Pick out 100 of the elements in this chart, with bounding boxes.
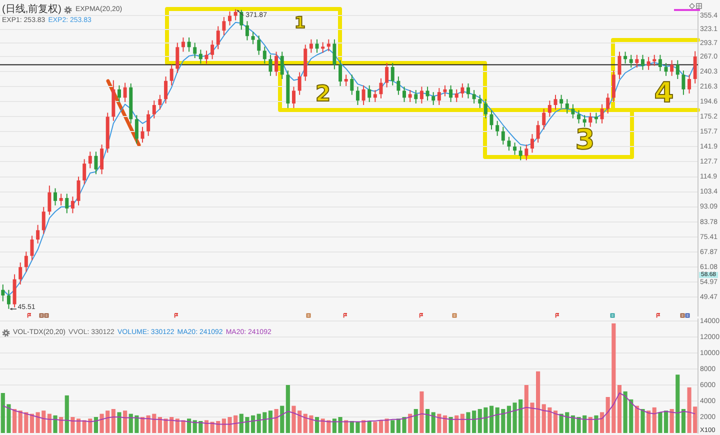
bar (117, 412, 122, 433)
annotation: 4 (654, 76, 674, 109)
candlestick (664, 62, 668, 76)
candlestick (577, 110, 581, 124)
candlestick (59, 193, 63, 206)
bar (676, 374, 680, 433)
annotation: 2 (315, 82, 331, 107)
candlestick (170, 64, 174, 86)
candlestick (88, 151, 92, 169)
candlestick (338, 60, 342, 87)
candlestick (100, 144, 104, 175)
bar (367, 421, 372, 433)
candlestick (466, 82, 470, 99)
bar (588, 417, 592, 433)
candlestick (536, 120, 540, 144)
bar (600, 412, 604, 433)
bar (362, 420, 366, 433)
candlestick (635, 54, 639, 68)
candlestick (326, 38, 330, 52)
bar (76, 418, 81, 433)
candlestick (228, 10, 232, 26)
candlestick (123, 82, 127, 103)
bar (140, 417, 145, 433)
bar (64, 395, 69, 433)
candlestick (146, 110, 150, 136)
candlestick (42, 206, 46, 234)
candlestick (693, 50, 697, 84)
candlestick (274, 51, 278, 76)
candlestick (309, 38, 313, 54)
annotation: 1 (294, 13, 306, 32)
candlestick (432, 92, 436, 106)
candlestick (251, 31, 255, 45)
bar (53, 415, 58, 433)
candlestick (70, 196, 74, 214)
candlestick (65, 193, 69, 214)
candlestick (373, 90, 377, 103)
candlestick (524, 144, 528, 161)
candlestick (588, 112, 592, 128)
annotation: 3 (575, 123, 595, 156)
bar (640, 409, 645, 433)
candlestick (560, 94, 564, 109)
candlestick (193, 42, 197, 59)
candlestick (565, 98, 569, 114)
candlestick (117, 84, 121, 103)
candlestick (530, 134, 534, 154)
candlestick (420, 86, 424, 104)
candlestick (629, 54, 633, 68)
candlestick (513, 142, 517, 156)
candlestick (472, 90, 476, 104)
candlestick (606, 92, 610, 114)
candlestick (385, 62, 389, 88)
candlestick (548, 100, 552, 118)
candlestick (414, 90, 418, 104)
bar (390, 420, 395, 433)
candlestick (676, 60, 680, 80)
candlestick (478, 94, 482, 109)
chart-title: (日线,前复权) (2, 4, 62, 15)
bar (94, 417, 98, 433)
candlestick (454, 88, 458, 103)
candlestick (624, 51, 628, 64)
candlestick (36, 224, 40, 244)
bar (652, 407, 656, 433)
bar (70, 417, 75, 433)
candlestick (82, 158, 86, 185)
bar (187, 418, 192, 433)
bar (634, 406, 639, 433)
candlestick (164, 76, 168, 104)
bar (384, 418, 389, 433)
bar (123, 410, 128, 433)
candlestick (396, 76, 400, 96)
bar (489, 406, 494, 433)
candlestick (507, 136, 511, 152)
bar (280, 406, 284, 433)
bar (425, 409, 430, 433)
candlestick (402, 86, 406, 103)
candlestick (618, 51, 622, 80)
bar (204, 420, 209, 433)
bar (431, 412, 436, 433)
candlestick (518, 146, 522, 161)
candlestick (356, 86, 360, 106)
candlestick (408, 90, 412, 103)
candlestick (140, 126, 144, 144)
bar (617, 385, 622, 433)
bar (594, 415, 598, 433)
candlestick (640, 54, 644, 70)
candlestick (48, 185, 52, 216)
bar (286, 385, 290, 433)
bar (454, 415, 459, 433)
bar (30, 414, 34, 433)
candlestick (600, 104, 604, 124)
candlestick (24, 251, 28, 272)
candlestick (76, 176, 80, 206)
bar (646, 410, 651, 433)
candlestick (30, 235, 34, 261)
bar (664, 410, 668, 433)
bar (681, 409, 686, 433)
candlestick (321, 42, 325, 54)
candlestick (612, 70, 616, 103)
candlestick (496, 120, 500, 136)
bar (553, 410, 558, 433)
